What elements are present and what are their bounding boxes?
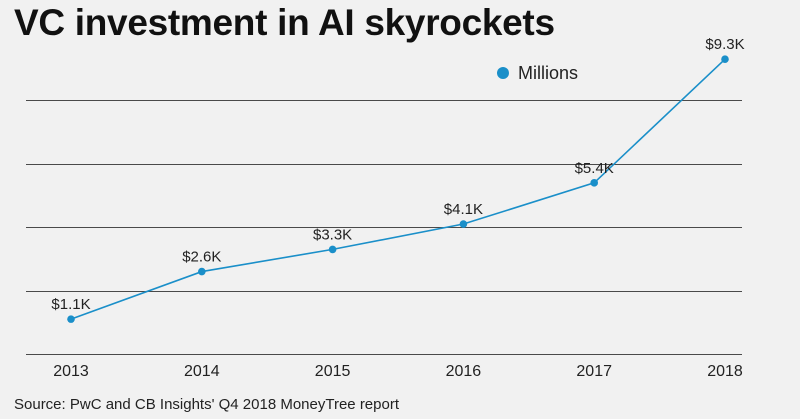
line-chart: Millions $1.1K$2.6K$3.3K$4.1K$5.4K$9.3K … <box>26 36 745 380</box>
data-point-2016 <box>459 220 468 228</box>
data-point-2013 <box>67 315 75 323</box>
x-tick-label-2013: 2013 <box>53 363 89 380</box>
source-note: Source: PwC and CB Insights' Q4 2018 Mon… <box>14 396 399 413</box>
data-label-2013: $1.1K <box>51 296 90 313</box>
data-label-2014: $2.6K <box>182 249 221 266</box>
data-point-2015 <box>328 245 337 254</box>
x-tick-label-2014: 2014 <box>184 363 220 380</box>
data-label-2018: $9.3K <box>705 36 744 53</box>
series-line-millions <box>70 58 726 320</box>
data-point-2017 <box>590 179 598 187</box>
x-tick-label-2016: 2016 <box>446 363 482 380</box>
data-points <box>67 55 729 323</box>
data-point-2014 <box>198 267 206 276</box>
x-tick-label-2015: 2015 <box>315 363 351 380</box>
legend: Millions <box>497 63 578 83</box>
x-axis-tick-labels: 2013 2014 2015 2016 2017 2018 <box>53 363 743 380</box>
data-label-2016: $4.1K <box>444 201 483 218</box>
legend-marker <box>497 67 509 79</box>
data-point-2018 <box>721 55 729 63</box>
data-labels: $1.1K $2.6K $3.3K $4.1K $5.4K $9.3K <box>51 36 744 313</box>
x-tick-label-2017: 2017 <box>576 363 612 380</box>
data-label-2017: $5.4K <box>575 160 614 177</box>
chart-title: VC investment in AI skyrockets <box>14 2 555 43</box>
gridlines <box>26 100 742 355</box>
legend-label: Millions <box>518 63 578 83</box>
data-label-2015: $3.3K <box>313 226 352 243</box>
x-tick-label-2018: 2018 <box>707 363 743 380</box>
